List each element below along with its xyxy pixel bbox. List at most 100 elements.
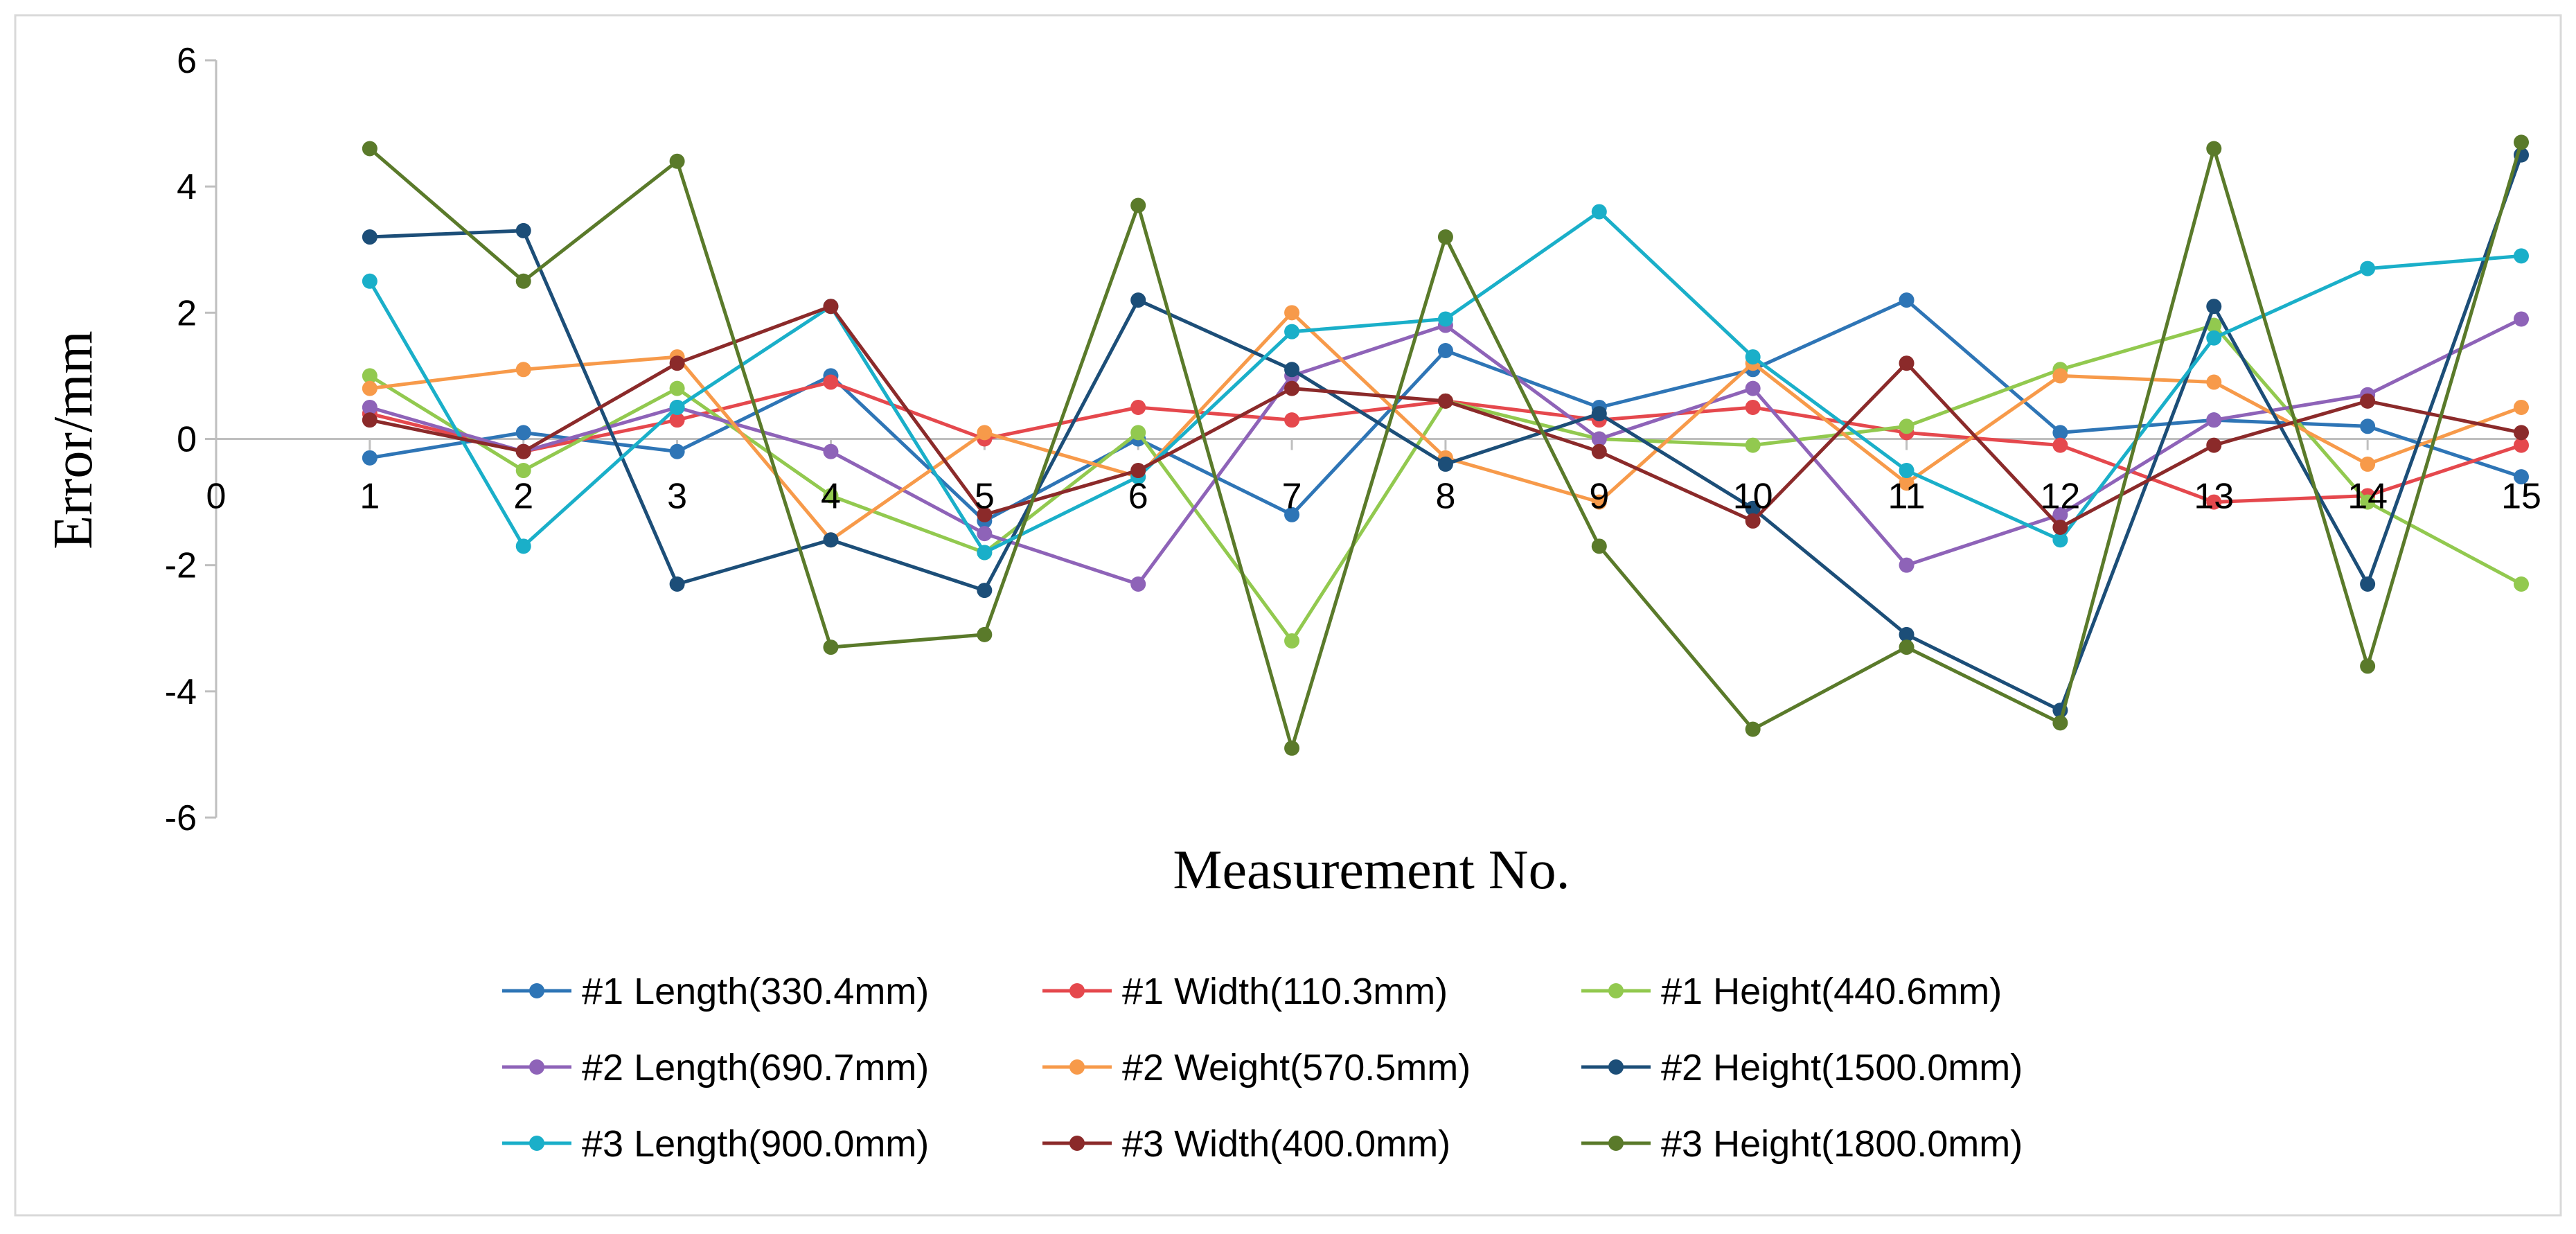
data-point [2206, 317, 2222, 333]
data-point [1284, 305, 1300, 321]
data-point [362, 273, 377, 289]
data-point [2514, 469, 2529, 485]
data-point [823, 374, 839, 390]
data-point [1284, 380, 1300, 396]
data-point [823, 299, 839, 315]
data-point [1899, 475, 1915, 491]
chart-frame [14, 14, 2562, 1217]
data-point [1899, 355, 1915, 371]
data-point [2206, 374, 2222, 390]
legend-item: #3 Width(400.0mm) [1042, 1123, 1450, 1165]
legend-label: #1 Length(330.4mm) [582, 971, 929, 1012]
data-point [2206, 412, 2222, 428]
data-point [669, 443, 685, 459]
data-point [362, 450, 377, 466]
data-point [2360, 494, 2376, 510]
data-point [2052, 425, 2068, 441]
legend-label: #3 Height(1800.0mm) [1661, 1123, 2023, 1165]
data-point [1899, 292, 1915, 308]
data-point [515, 443, 531, 459]
x-tick-label: 7 [1282, 477, 1302, 517]
data-point [2052, 506, 2068, 522]
data-point [2052, 715, 2068, 731]
data-point [2514, 134, 2529, 150]
data-point [1437, 456, 1453, 472]
data-point [1437, 393, 1453, 409]
x-tick-label: 10 [1733, 477, 1773, 517]
data-point [823, 443, 839, 459]
data-point [515, 362, 531, 378]
x-tick-label: 13 [2194, 477, 2234, 517]
data-point [669, 576, 685, 592]
data-point [669, 412, 685, 428]
y-tick-label: -6 [165, 798, 197, 838]
data-point [515, 425, 531, 441]
data-point [2206, 299, 2222, 315]
data-point [1745, 513, 1761, 529]
x-tick-label: 9 [1589, 477, 1609, 517]
legend-swatch-marker [529, 1136, 544, 1151]
data-point [2206, 494, 2222, 510]
legend-label: #2 Weight(570.5mm) [1122, 1047, 1471, 1088]
data-point [1899, 640, 1915, 655]
data-point [1745, 721, 1761, 737]
y-tick-label: 0 [177, 420, 197, 460]
legend-swatch-marker [1069, 983, 1085, 998]
data-point [1591, 443, 1607, 459]
data-point [1130, 197, 1146, 213]
data-point [1591, 494, 1607, 510]
x-tick-label: 3 [667, 477, 687, 517]
data-point [362, 412, 377, 428]
legend-label: #3 Length(900.0mm) [582, 1123, 929, 1165]
data-point [515, 463, 531, 479]
data-point [1899, 626, 1915, 642]
y-tick-label: 2 [177, 293, 197, 333]
data-point [515, 273, 531, 289]
x-tick-label: 6 [1128, 477, 1148, 517]
data-point [2514, 311, 2529, 327]
data-point [1130, 292, 1146, 308]
x-tick-label: 12 [2040, 477, 2080, 517]
y-tick-label: -4 [165, 672, 197, 712]
data-point [1745, 399, 1761, 415]
data-point [1745, 437, 1761, 453]
data-point [1284, 412, 1300, 428]
legend-item: #2 Weight(570.5mm) [1042, 1047, 1471, 1088]
data-point [1745, 500, 1761, 516]
x-tick-label: 2 [513, 477, 533, 517]
x-tick-label: 14 [2347, 477, 2388, 517]
data-point [2052, 532, 2068, 548]
data-point [1284, 506, 1300, 522]
data-point [977, 545, 993, 561]
x-tick-label: 4 [821, 477, 841, 517]
x-tick-label: 8 [1435, 477, 1455, 517]
data-point [2360, 658, 2376, 674]
legend-item: #2 Height(1500.0mm) [1581, 1047, 2023, 1088]
data-point [515, 538, 531, 554]
legend-swatch-marker [529, 1059, 544, 1075]
data-point [2206, 141, 2222, 157]
data-point [1284, 362, 1300, 378]
legend-item: #3 Length(900.0mm) [502, 1123, 929, 1165]
data-point [1437, 229, 1453, 245]
data-point [362, 368, 377, 384]
data-point [1437, 342, 1453, 358]
data-point [2360, 456, 2376, 472]
legend-label: #3 Width(400.0mm) [1122, 1123, 1450, 1165]
data-point [1284, 324, 1300, 340]
x-tick-label: 1 [359, 477, 380, 517]
y-tick-label: -2 [165, 546, 197, 586]
data-point [1745, 380, 1761, 396]
x-axis-title: Measurement No. [1173, 840, 1570, 901]
data-point [977, 425, 993, 441]
legend-label: #2 Height(1500.0mm) [1661, 1047, 2023, 1088]
series-layer [362, 134, 2529, 756]
data-point [1899, 418, 1915, 434]
legend-swatch-marker [1069, 1059, 1085, 1075]
data-point [1899, 557, 1915, 573]
data-point [2360, 393, 2376, 409]
data-point [1437, 311, 1453, 327]
data-point [1591, 204, 1607, 220]
